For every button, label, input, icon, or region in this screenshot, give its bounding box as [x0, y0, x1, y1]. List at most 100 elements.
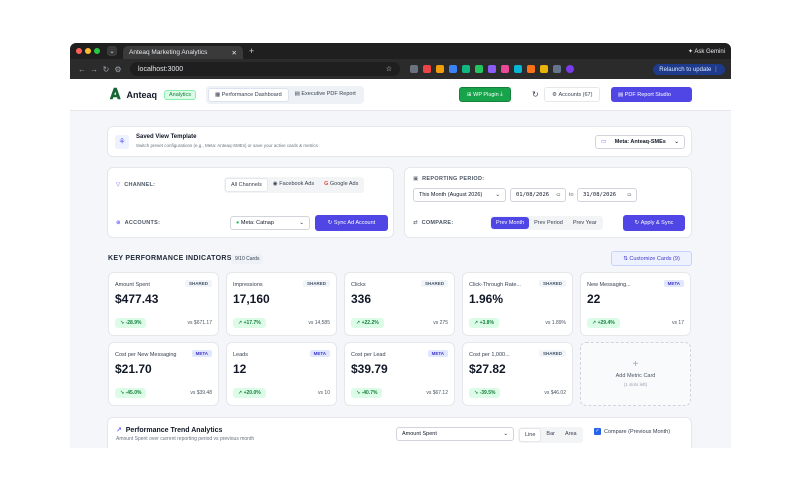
chart-type-bar[interactable]: Bar [546, 431, 555, 437]
refresh-icon[interactable]: ↻ [532, 90, 539, 99]
relaunch-button[interactable]: Relaunch to update ⋮ [653, 63, 725, 75]
extension-icon-8[interactable] [501, 65, 509, 73]
compare-prev-month[interactable]: Prev Month [491, 217, 530, 229]
compare-prev-year[interactable]: Prev Year [572, 220, 597, 226]
saved-view-title: Saved View Template [136, 134, 197, 140]
kpi-change: ↗ +17.7% [233, 318, 266, 328]
kpi-vs: vs 10 [318, 390, 330, 396]
chart-type-area[interactable]: Area [564, 431, 577, 437]
kpi-tag: SHARED [184, 280, 212, 287]
relaunch-label: Relaunch to update [659, 66, 712, 73]
extension-icon-10[interactable] [527, 65, 535, 73]
kpi-value: 12 [233, 362, 247, 376]
accounts-label-row: ⊕ ACCOUNTS: [116, 220, 160, 226]
close-tab-icon[interactable]: ✕ [231, 49, 237, 57]
close-window-icon[interactable] [76, 48, 82, 54]
chevron-down-icon: ⌄ [495, 192, 500, 198]
bookmark-star-icon[interactable]: ☆ [385, 66, 392, 73]
channel-facebook-label: Facebook Ads [279, 181, 315, 187]
channel-all[interactable]: All Channels [225, 178, 268, 192]
site-info-icon[interactable]: ⚙ [114, 64, 122, 74]
kpi-card[interactable]: Impressions SHARED 17,160 ↗ +17.7% vs 14… [226, 272, 337, 336]
channel-google[interactable]: G Google Ads [324, 181, 359, 187]
wp-plugin-button[interactable]: ⊞ WP Plugin ⤓ [459, 87, 511, 102]
period-select[interactable]: This Month (August 2026) ⌄ [413, 188, 506, 202]
kpi-change: ↘ -45.0% [115, 388, 147, 398]
kpi-name: New Messaging... [587, 282, 631, 288]
tab-executive-pdf-report[interactable]: ▤ Executive PDF Report [294, 90, 356, 97]
saved-view-select[interactable]: ▭ Meta: Anteaq-SMEs ⌄ [595, 135, 685, 149]
maximize-window-icon[interactable] [94, 48, 100, 54]
kpi-change: ↗ +22.2% [351, 318, 384, 328]
kpi-name: Cost per New Messaging [115, 352, 177, 358]
tab-list-icon[interactable]: ⌄ [107, 46, 117, 56]
kpi-change: ↗ +29.4% [587, 318, 620, 328]
channel-facebook[interactable]: ◉ Facebook Ads [272, 181, 315, 187]
date-from-input[interactable]: 01/08/2026 ▭ [510, 188, 566, 202]
pdf-report-studio-button[interactable]: ▤ PDF Report Studio [611, 87, 692, 102]
date-to-input[interactable]: 31/08/2026 ▭ [577, 188, 637, 202]
forward-icon[interactable]: → [90, 64, 98, 74]
kpi-card[interactable]: Leads META 12 ↗ +20.0% vs 10 [226, 342, 337, 406]
compare-prev-period[interactable]: Prev Period [534, 220, 563, 226]
period-label-text: REPORTING PERIOD: [422, 176, 485, 182]
kpi-vs: vs 1.89% [545, 320, 566, 326]
customize-cards-button[interactable]: ⇅ Customize Cards (9) [611, 251, 692, 266]
browser-tab-bar: ⌄ Anteaq Marketing Analytics ✕ + ✦ Ask G… [70, 43, 731, 59]
extension-icon-5[interactable] [462, 65, 470, 73]
kpi-value: $21.70 [115, 362, 152, 376]
saved-view-subtitle: Switch preset configurations (e.g., Meta… [136, 143, 318, 148]
reload-icon[interactable]: ↻ [102, 64, 110, 74]
customize-label: Customize Cards (9) [629, 255, 680, 262]
kpi-card[interactable]: Clicks SHARED 336 ↗ +22.2% vs 275 [344, 272, 455, 336]
chevron-down-icon: ⌄ [503, 431, 508, 437]
trend-metric-select[interactable]: Amount Spent ⌄ [396, 427, 514, 441]
url-field[interactable]: localhost:3000 ☆ [130, 62, 400, 76]
calendar-icon: ▭ [556, 192, 560, 198]
ask-gemini-button[interactable]: ✦ Ask Gemini [687, 48, 725, 55]
trend-icon: ↘ [474, 390, 479, 396]
kpi-vs: vs $46.02 [544, 390, 566, 396]
add-metric-card[interactable]: + Add Metric Card (1 slots left) [580, 342, 691, 406]
extension-icon-12[interactable] [553, 65, 561, 73]
kpi-card[interactable]: Cost per Lead META $39.79 ↘ -40.7% vs $6… [344, 342, 455, 406]
kpi-vs: vs 14,585 [308, 320, 330, 326]
kpi-tag: SHARED [538, 280, 566, 287]
kpi-card[interactable]: Cost per New Messaging META $21.70 ↘ -45… [108, 342, 219, 406]
browser-tab[interactable]: Anteaq Marketing Analytics ✕ [123, 46, 243, 59]
url-text: localhost:3000 [138, 65, 184, 73]
calendar-icon: ▣ [413, 176, 419, 182]
channel-google-label: Google Ads [329, 181, 359, 187]
kpi-card[interactable]: New Messaging... META 22 ↗ +29.4% vs 17 [580, 272, 691, 336]
swap-icon: ⇄ [413, 220, 418, 226]
tab-performance-dashboard[interactable]: ▦ Performance Dashboard [208, 87, 289, 102]
extension-icon-3[interactable] [436, 65, 444, 73]
compare-toggle[interactable]: ✓ Compare (Previous Month) [594, 428, 670, 435]
extension-icon-7[interactable] [488, 65, 496, 73]
account-select[interactable]: ● Meta: Catnap ⌄ [230, 216, 310, 230]
checkbox-checked-icon[interactable]: ✓ [594, 428, 601, 435]
kpi-card[interactable]: Cost per 1,000... SHARED $27.82 ↘ -39.5%… [462, 342, 573, 406]
sync-ad-account-button[interactable]: ↻ Sync Ad Account [315, 215, 388, 231]
back-icon[interactable]: ← [78, 64, 86, 74]
kpi-card[interactable]: Click-Through Rate... SHARED 1.96% ↗ +3.… [462, 272, 573, 336]
kpi-tag: META [191, 350, 212, 357]
extension-icon-1[interactable] [410, 65, 418, 73]
saved-view-selected: Meta: Anteaq-SMEs [614, 139, 666, 145]
brand-name: Anteaq [126, 89, 157, 100]
extension-icon-4[interactable] [449, 65, 457, 73]
add-card-sub: (1 slots left) [623, 382, 648, 387]
new-tab-icon[interactable]: + [249, 46, 255, 56]
extension-icon-11[interactable] [540, 65, 548, 73]
profile-avatar-icon[interactable] [566, 65, 574, 73]
kpi-vs: vs $67.12 [426, 390, 448, 396]
accounts-button[interactable]: ⚙ Accounts (67) [544, 87, 601, 102]
minimize-window-icon[interactable] [85, 48, 91, 54]
extension-icon-9[interactable] [514, 65, 522, 73]
app-header: 𝐀 Anteaq Analytics ▦ Performance Dashboa… [70, 79, 731, 111]
apply-sync-button[interactable]: ↻ Apply & Sync [623, 215, 685, 231]
chart-type-line[interactable]: Line [519, 428, 542, 442]
extension-icon-6[interactable] [475, 65, 483, 73]
extension-icon-2[interactable] [423, 65, 431, 73]
kpi-card[interactable]: Amount Spent SHARED $477.43 ↘ -28.9% vs … [108, 272, 219, 336]
